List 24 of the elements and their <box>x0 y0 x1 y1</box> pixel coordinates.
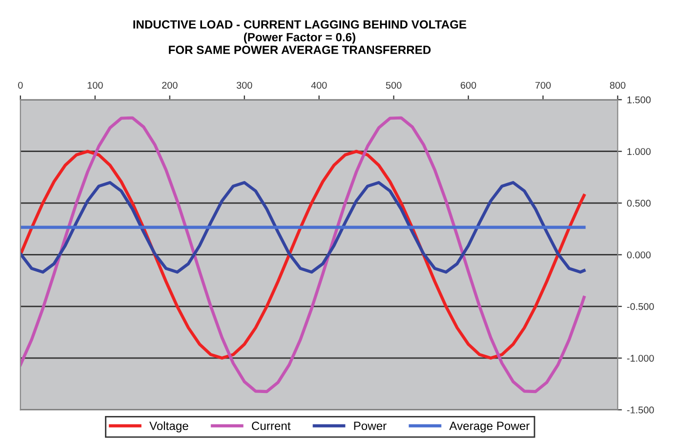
x-tick-label: 600 <box>460 82 476 89</box>
legend-label: Power <box>354 422 386 430</box>
x-tick-label: 300 <box>236 82 252 89</box>
chart-title: INDUCTIVE LOAD - CURRENT LAGGING BEHIND VOLTAGE (Power Factor = 0.6) FOR SAME POWER AVERAGE TRANSFERRED <box>133 20 466 54</box>
line-series <box>20 181 586 274</box>
y-tick-label: 0.000 <box>627 251 651 258</box>
y-tick-label: 1.000 <box>627 148 651 155</box>
line-series <box>20 150 586 360</box>
y-tick-label: 0.500 <box>627 200 651 207</box>
line-series <box>20 116 586 394</box>
legend-label: Average Power <box>449 422 530 432</box>
y-tick-label: -1.500 <box>627 406 654 414</box>
x-tick-label: 0 <box>18 82 23 89</box>
legend-label: Current <box>252 422 291 430</box>
legend-label: Voltage <box>149 421 188 432</box>
x-tick-label: 800 <box>610 82 626 89</box>
y-tick-label: -0.500 <box>627 303 654 310</box>
x-tick-label: 400 <box>311 82 327 89</box>
x-tick-label: 500 <box>386 82 402 89</box>
y-tick-label: 1.500 <box>627 96 651 104</box>
x-tick-label: 700 <box>535 82 551 89</box>
y-tick-label: -1.000 <box>627 354 654 362</box>
x-tick-label: 200 <box>162 82 178 89</box>
x-tick-label: 100 <box>88 82 103 89</box>
